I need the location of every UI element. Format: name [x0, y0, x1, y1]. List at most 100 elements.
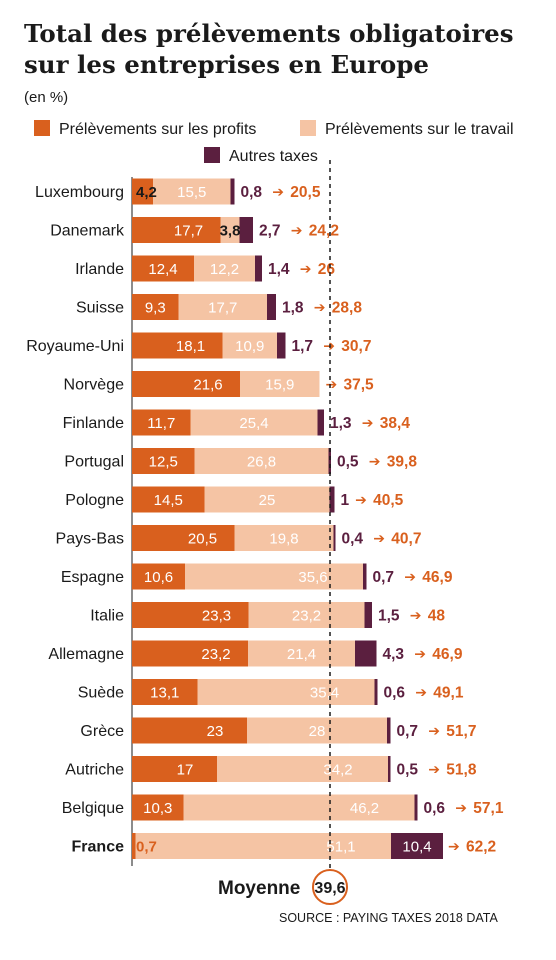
label-total-france: 62,2 — [466, 839, 496, 856]
label-total-grece: 51,7 — [446, 723, 476, 740]
bar-profits-autriche — [132, 756, 217, 782]
label-total-finlande: 38,4 — [380, 415, 411, 432]
bar-labour-autriche — [217, 756, 388, 782]
legend-swatch-labour — [300, 120, 316, 136]
arrow-icon: ➔ — [428, 724, 440, 740]
label-labour-danemark: 3,8 — [220, 223, 241, 240]
label-profits-suede: 13,1 — [150, 685, 179, 702]
label-profits-italie: 23,3 — [202, 608, 231, 625]
label-other-espagne: 0,7 — [373, 569, 395, 586]
bar-profits-espagne — [132, 563, 185, 590]
arrow-icon: ➔ — [272, 185, 284, 201]
bar-other-portugal — [328, 448, 331, 474]
label-total-luxembourg: 20,5 — [290, 184, 321, 201]
label-total-suede: 49,1 — [433, 685, 464, 702]
arrow-icon: ➔ — [369, 454, 381, 470]
average-badge — [312, 869, 348, 905]
label-profits-finlande: 11,7 — [147, 415, 175, 432]
bar-labour-france — [135, 833, 391, 859]
label-other-france: 10,4 — [402, 839, 431, 856]
label-other-royaume-uni: 1,7 — [292, 338, 314, 355]
label-labour-autriche: 34,2 — [323, 762, 352, 779]
label-other-belgique: 0,6 — [424, 800, 446, 817]
label-profits-pays-bas: 20,5 — [188, 531, 217, 548]
label-total-allemagne: 46,9 — [432, 646, 463, 663]
bars: Luxembourg 4,2 15,5 0,8 ➔ 20,5 Danemark 17,7 3,8… — [26, 178, 504, 859]
label-other-portugal: 0,5 — [337, 454, 359, 471]
label-profits-suisse: 9,3 — [145, 300, 166, 317]
country-label-norvege: Norvège — [64, 377, 125, 394]
label-profits-allemagne: 23,2 — [201, 646, 230, 663]
bar-profits-suisse — [132, 294, 179, 320]
bar-profits-france — [132, 833, 136, 859]
label-total-espagne: 46,9 — [422, 569, 453, 586]
label-profits-irlande: 12,4 — [148, 261, 177, 278]
country-label-suisse: Suisse — [76, 300, 124, 317]
label-other-autriche: 0,5 — [397, 762, 419, 779]
country-label-autriche: Autriche — [65, 762, 124, 779]
bar-profits-portugal — [132, 448, 195, 474]
bar-profits-luxembourg — [132, 178, 153, 205]
label-other-finlande: 1,3 — [330, 415, 352, 432]
bar-labour-suisse — [178, 294, 267, 320]
arrow-icon: ➔ — [314, 300, 326, 316]
country-label-royaume-uni: Royaume-Uni — [26, 338, 124, 355]
legend-swatch-other — [204, 147, 220, 163]
arrow-icon: ➔ — [362, 416, 374, 432]
label-labour-grece: 28 — [309, 723, 326, 740]
label-labour-portugal: 26,8 — [247, 454, 276, 471]
bar-other-france — [391, 833, 443, 859]
label-profits-autriche: 17 — [177, 762, 194, 779]
label-profits-pologne: 14,5 — [154, 492, 183, 509]
average-label: Moyenne — [218, 878, 300, 899]
bar-other-finlande — [317, 409, 324, 436]
bar-labour-irlande — [194, 255, 255, 282]
label-total-autriche: 51,8 — [446, 762, 477, 779]
country-label-belgique: Belgique — [62, 800, 124, 817]
bar-labour-norvege — [240, 371, 320, 397]
label-other-irlande: 1,4 — [268, 261, 290, 278]
label-profits-luxembourg: 4,2 — [136, 184, 157, 201]
label-total-irlande: 26 — [318, 261, 336, 278]
label-labour-luxembourg: 15,5 — [177, 184, 206, 201]
chart-subtitle: (en %) — [24, 89, 68, 106]
label-total-pologne: 40,5 — [373, 492, 404, 509]
label-profits-royaume-uni: 18,1 — [176, 338, 205, 355]
label-total-suisse: 28,8 — [332, 300, 363, 317]
label-labour-norvege: 15,9 — [265, 377, 294, 394]
bar-other-grece — [387, 717, 391, 744]
legend-label-other: Autres taxes — [229, 148, 318, 165]
country-label-pologne: Pologne — [65, 492, 124, 509]
arrow-icon: ➔ — [300, 262, 312, 278]
legend-swatch-profits — [34, 120, 50, 136]
country-label-espagne: Espagne — [61, 569, 124, 586]
bar-other-suede — [374, 679, 378, 705]
bar-other-luxembourg — [230, 178, 235, 205]
bar-other-italie — [364, 602, 372, 628]
arrow-icon: ➔ — [410, 608, 422, 624]
label-labour-belgique: 46,2 — [350, 800, 379, 817]
bar-labour-allemagne — [248, 640, 355, 667]
label-other-danemark: 2,7 — [259, 223, 281, 240]
label-profits-portugal: 12,5 — [149, 454, 178, 471]
label-labour-pays-bas: 19,8 — [269, 531, 298, 548]
arrow-icon: ➔ — [373, 531, 385, 547]
bar-labour-espagne — [185, 563, 363, 590]
bar-profits-allemagne — [132, 640, 248, 667]
bar-labour-belgique — [183, 794, 415, 821]
label-labour-suisse: 17,7 — [208, 300, 237, 317]
label-total-danemark: 24,2 — [309, 223, 339, 240]
legend-label-labour: Prélèvements sur le travail — [325, 121, 514, 138]
label-total-portugal: 39,8 — [387, 454, 418, 471]
country-label-suede: Suède — [78, 685, 124, 702]
bar-labour-danemark — [220, 217, 240, 243]
arrow-icon: ➔ — [355, 493, 367, 509]
bar-profits-irlande — [132, 255, 194, 282]
bar-profits-belgique — [132, 794, 184, 821]
bar-other-espagne — [363, 563, 367, 590]
legend-label-profits: Prélèvements sur les profits — [59, 121, 256, 138]
label-profits-grece: 23 — [207, 723, 224, 740]
label-labour-finlande: 25,4 — [239, 415, 268, 432]
bar-other-royaume-uni — [277, 332, 286, 359]
label-total-italie: 48 — [428, 608, 446, 625]
